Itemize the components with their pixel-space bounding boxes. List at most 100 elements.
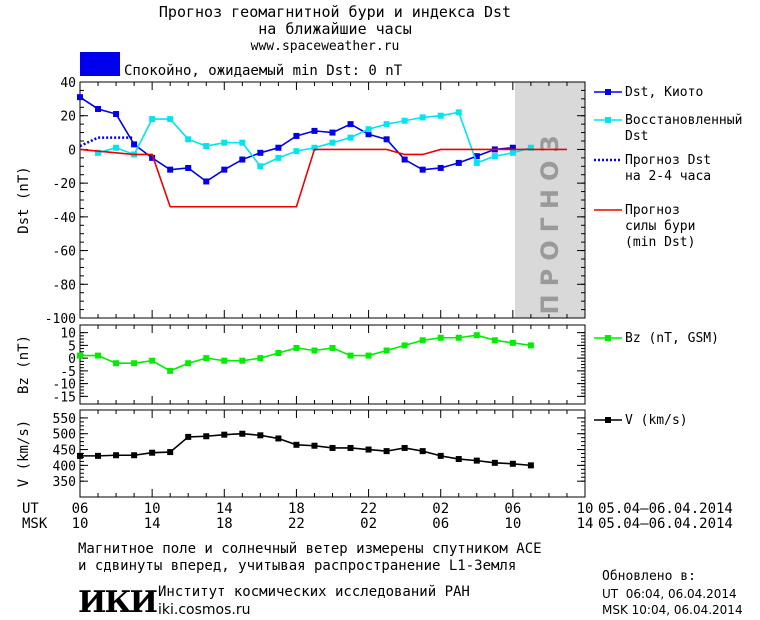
ut-tick-label: 18 — [288, 501, 305, 517]
data-point — [473, 332, 480, 339]
data-point — [203, 143, 210, 150]
data-point — [77, 352, 83, 359]
data-point — [203, 433, 210, 440]
data-point — [95, 105, 102, 112]
legend-label: Dst, Киото — [625, 85, 703, 100]
data-point — [275, 435, 282, 442]
data-point — [167, 449, 174, 456]
measurement-note-line1: Магнитное поле и солнечный ветер измерен… — [78, 541, 542, 557]
y-tick-label: 20 — [60, 110, 76, 125]
data-point — [293, 132, 300, 139]
series-line — [80, 432, 531, 467]
data-point — [401, 444, 408, 451]
data-point — [185, 360, 192, 367]
data-point — [419, 166, 426, 173]
data-point — [509, 144, 516, 151]
y-tick-label: -5 — [60, 365, 76, 380]
data-point — [221, 166, 228, 173]
data-point — [203, 355, 210, 362]
legend-marker — [605, 89, 611, 95]
legend-layer: Dst, Киото Восстановленный Dst Прогноз Dst н… — [594, 85, 742, 428]
data-point — [383, 448, 390, 455]
data-point — [383, 347, 390, 354]
ut-date-range: 05.04–06.04.2014 — [598, 501, 733, 517]
data-point — [149, 154, 156, 161]
chart-title-line2: на ближайшие часы — [258, 20, 412, 38]
y-axis-label: V (km/s) — [16, 420, 32, 487]
y-tick-label: 10 — [60, 327, 76, 342]
data-point — [527, 144, 534, 151]
data-point — [113, 452, 120, 459]
data-point — [239, 156, 246, 163]
legend-label: Прогноз силы бури (min Dst) — [625, 203, 695, 250]
legend-label: Прогноз Dst на 2-4 часа — [625, 153, 711, 184]
data-point — [347, 121, 354, 128]
data-point — [185, 164, 192, 171]
data-point — [95, 149, 102, 156]
data-point — [401, 156, 408, 163]
forecast-label: ПРОГНОЗ — [536, 128, 564, 315]
y-tick-label: 0 — [68, 143, 76, 158]
data-point — [419, 448, 426, 455]
series-line — [79, 96, 513, 183]
y-tick-label: 5 — [68, 339, 76, 354]
forecast-shading — [515, 82, 585, 318]
data-point — [131, 141, 138, 148]
data-point — [509, 339, 516, 346]
data-point — [203, 178, 210, 185]
y-tick-label: 550 — [53, 412, 76, 427]
updated-label: Обновлено в: — [602, 569, 696, 584]
data-point — [149, 449, 156, 456]
data-point — [131, 360, 138, 367]
data-point — [455, 159, 462, 166]
msk-tick-label: 14 — [144, 516, 161, 532]
data-point — [329, 344, 336, 351]
data-point — [473, 457, 480, 464]
data-point — [113, 360, 120, 367]
y-tick-label: -60 — [53, 245, 76, 260]
data-point — [167, 367, 174, 374]
msk-tick-label: 06 — [432, 516, 449, 532]
data-point — [455, 109, 462, 116]
measurement-note-line2: и сдвинуты вперед, учитывая распростране… — [78, 558, 516, 574]
data-point — [329, 139, 336, 146]
legend-label: Bz (nT, GSM) — [625, 331, 719, 346]
msk-tick-label: 10 — [72, 516, 89, 532]
ut-tick-label: 10 — [144, 501, 161, 517]
data-point — [311, 347, 318, 354]
data-point — [239, 357, 246, 364]
y-tick-label: -80 — [53, 278, 76, 293]
data-point — [329, 129, 336, 136]
data-point — [365, 131, 372, 138]
institute-url[interactable]: iki.cosmos.ru — [158, 602, 250, 618]
series-line — [79, 148, 567, 208]
data-point — [311, 127, 318, 134]
legend-marker — [605, 117, 611, 123]
updated-msk: MSK 10:04, 06.04.2014 — [602, 603, 743, 617]
data-point — [113, 144, 120, 151]
y-tick-label: -100 — [45, 312, 76, 327]
data-point — [365, 126, 372, 133]
data-point — [95, 352, 102, 359]
data-point — [491, 337, 498, 344]
ut-tick-label: 02 — [432, 501, 449, 517]
data-point — [293, 344, 300, 351]
y-tick-label: -15 — [53, 390, 76, 405]
data-point — [77, 94, 83, 101]
ut-tick-label: 22 — [360, 501, 377, 517]
data-point — [401, 117, 408, 124]
data-point — [365, 352, 372, 359]
data-point — [473, 153, 480, 160]
legend-label: V (km/s) — [625, 413, 688, 428]
data-point — [455, 334, 462, 341]
data-point — [509, 460, 516, 467]
series-line — [97, 111, 532, 168]
data-point — [347, 444, 354, 451]
data-point — [347, 352, 354, 359]
data-point — [419, 337, 426, 344]
data-point — [383, 136, 390, 143]
status-color-box — [80, 52, 120, 76]
msk-tick-label: 14 — [577, 516, 594, 532]
data-point — [167, 116, 174, 123]
